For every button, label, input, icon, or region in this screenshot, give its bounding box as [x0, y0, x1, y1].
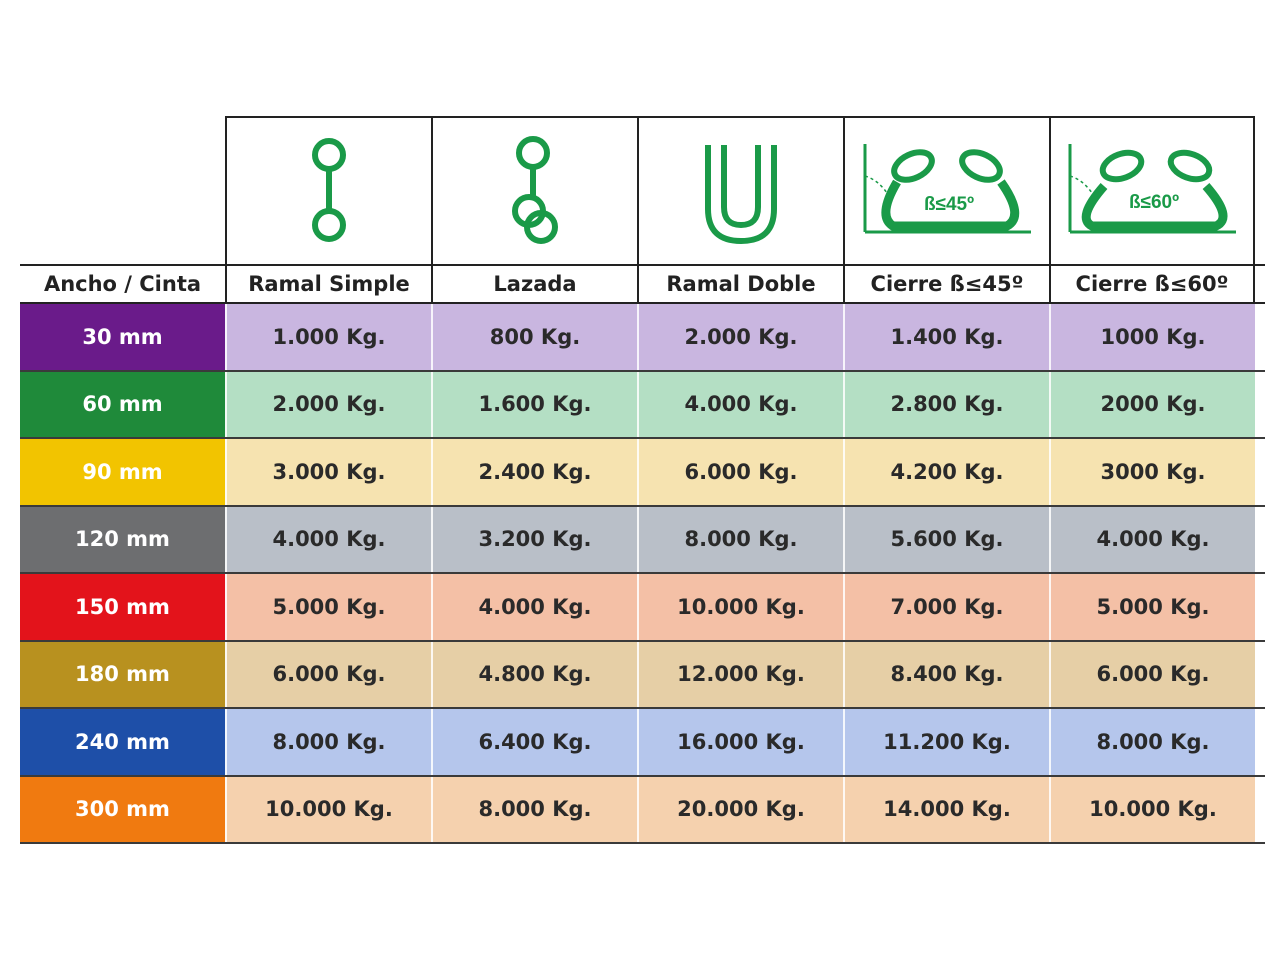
- load-value-cell: 3000 Kg.: [1049, 439, 1255, 505]
- load-value-cell: 4.000 Kg.: [637, 371, 843, 437]
- column-header-ramal-doble: Ramal Doble: [637, 266, 843, 302]
- load-value-cell: 8.000 Kg.: [431, 776, 637, 842]
- load-value-cell: 14.000 Kg.: [843, 776, 1049, 842]
- load-value-cell: 12.000 Kg.: [637, 641, 843, 707]
- load-value-cell: 10.000 Kg.: [637, 574, 843, 640]
- load-value-cell: 4.000 Kg.: [225, 506, 431, 572]
- load-value-cell: 6.000 Kg.: [1049, 641, 1255, 707]
- width-label-cell: 120 mm: [20, 506, 225, 572]
- basket-u-sling-icon: [705, 145, 777, 245]
- width-label-cell: 300 mm: [20, 776, 225, 842]
- load-value-cell: 5.600 Kg.: [843, 506, 1049, 572]
- table-row: 240 mm 8.000 Kg. 6.400 Kg. 16.000 Kg. 11.200…: [20, 709, 1265, 777]
- choke-loop-sling-icon: [512, 136, 558, 244]
- load-value-cell: 2.000 Kg.: [225, 371, 431, 437]
- load-value-cell: 2000 Kg.: [1049, 371, 1255, 437]
- load-value-cell: 8.400 Kg.: [843, 641, 1049, 707]
- load-value-cell: 8.000 Kg.: [1049, 709, 1255, 775]
- single-leg-sling-icon-cell: [225, 116, 431, 264]
- load-value-cell: 6.000 Kg.: [637, 439, 843, 505]
- load-capacity-table: ß≤45º ß≤60º Ancho / Cinta Ramal Simple L…: [20, 116, 1265, 844]
- basket-60-angle-icon-cell: ß≤60º: [1049, 116, 1255, 264]
- table-row: 120 mm 4.000 Kg. 3.200 Kg. 8.000 Kg. 5.600 K…: [20, 506, 1265, 574]
- load-value-cell: 4.000 Kg.: [1049, 506, 1255, 572]
- load-value-cell: 5.000 Kg.: [225, 574, 431, 640]
- icon-row: ß≤45º ß≤60º: [20, 116, 1265, 264]
- header-row: Ancho / Cinta Ramal Simple Lazada Ramal …: [20, 264, 1265, 304]
- corner-blank: [20, 116, 225, 264]
- load-value-cell: 11.200 Kg.: [843, 709, 1049, 775]
- load-value-cell: 10.000 Kg.: [1049, 776, 1255, 842]
- table-row: 300 mm 10.000 Kg. 8.000 Kg. 20.000 Kg. 14.00…: [20, 776, 1265, 844]
- load-value-cell: 20.000 Kg.: [637, 776, 843, 842]
- load-value-cell: 2.400 Kg.: [431, 439, 637, 505]
- load-value-cell: 6.400 Kg.: [431, 709, 637, 775]
- basket-45-angle-icon-cell: ß≤45º: [843, 116, 1049, 264]
- angle-45-label: ß≤45º: [924, 194, 974, 215]
- load-value-cell: 4.200 Kg.: [843, 439, 1049, 505]
- table-body: 30 mm 1.000 Kg. 800 Kg. 2.000 Kg. 1.400 Kg. 1…: [20, 304, 1265, 844]
- load-value-cell: 2.000 Kg.: [637, 304, 843, 370]
- load-value-cell: 1000 Kg.: [1049, 304, 1255, 370]
- width-label-cell: 30 mm: [20, 304, 225, 370]
- basket-60-angle-icon: ß≤60º: [1068, 144, 1236, 234]
- load-value-cell: 3.000 Kg.: [225, 439, 431, 505]
- width-label-cell: 240 mm: [20, 709, 225, 775]
- width-label-cell: 90 mm: [20, 439, 225, 505]
- load-value-cell: 1.600 Kg.: [431, 371, 637, 437]
- angle-60-label: ß≤60º: [1129, 192, 1179, 213]
- load-value-cell: 3.200 Kg.: [431, 506, 637, 572]
- load-value-cell: 4.800 Kg.: [431, 641, 637, 707]
- basket-45-angle-icon: ß≤45º: [863, 144, 1031, 234]
- load-value-cell: 6.000 Kg.: [225, 641, 431, 707]
- width-label-cell: 60 mm: [20, 371, 225, 437]
- load-value-cell: 1.400 Kg.: [843, 304, 1049, 370]
- table-row: 150 mm 5.000 Kg. 4.000 Kg. 10.000 Kg. 7.000 …: [20, 574, 1265, 642]
- table-row: 180 mm 6.000 Kg. 4.800 Kg. 12.000 Kg. 8.400 …: [20, 641, 1265, 709]
- column-header-cierre-60: Cierre ß≤60º: [1049, 266, 1255, 302]
- load-value-cell: 10.000 Kg.: [225, 776, 431, 842]
- load-value-cell: 2.800 Kg.: [843, 371, 1049, 437]
- column-header-cierre-45: Cierre ß≤45º: [843, 266, 1049, 302]
- width-label-cell: 150 mm: [20, 574, 225, 640]
- choke-loop-sling-icon-cell: [431, 116, 637, 264]
- load-value-cell: 7.000 Kg.: [843, 574, 1049, 640]
- width-label-cell: 180 mm: [20, 641, 225, 707]
- load-value-cell: 4.000 Kg.: [431, 574, 637, 640]
- column-header-lazada: Lazada: [431, 266, 637, 302]
- load-value-cell: 8.000 Kg.: [225, 709, 431, 775]
- corner-header: Ancho / Cinta: [20, 266, 225, 302]
- load-value-cell: 8.000 Kg.: [637, 506, 843, 572]
- load-value-cell: 16.000 Kg.: [637, 709, 843, 775]
- load-value-cell: 800 Kg.: [431, 304, 637, 370]
- table-row: 30 mm 1.000 Kg. 800 Kg. 2.000 Kg. 1.400 Kg. 1…: [20, 304, 1265, 372]
- basket-u-sling-icon-cell: [637, 116, 843, 264]
- load-value-cell: 5.000 Kg.: [1049, 574, 1255, 640]
- table-row: 90 mm 3.000 Kg. 2.400 Kg. 6.000 Kg. 4.200 Kg…: [20, 439, 1265, 507]
- column-header-ramal-simple: Ramal Simple: [225, 266, 431, 302]
- single-leg-sling-icon: [312, 138, 346, 242]
- load-value-cell: 1.000 Kg.: [225, 304, 431, 370]
- table-row: 60 mm 2.000 Kg. 1.600 Kg. 4.000 Kg. 2.800 Kg…: [20, 371, 1265, 439]
